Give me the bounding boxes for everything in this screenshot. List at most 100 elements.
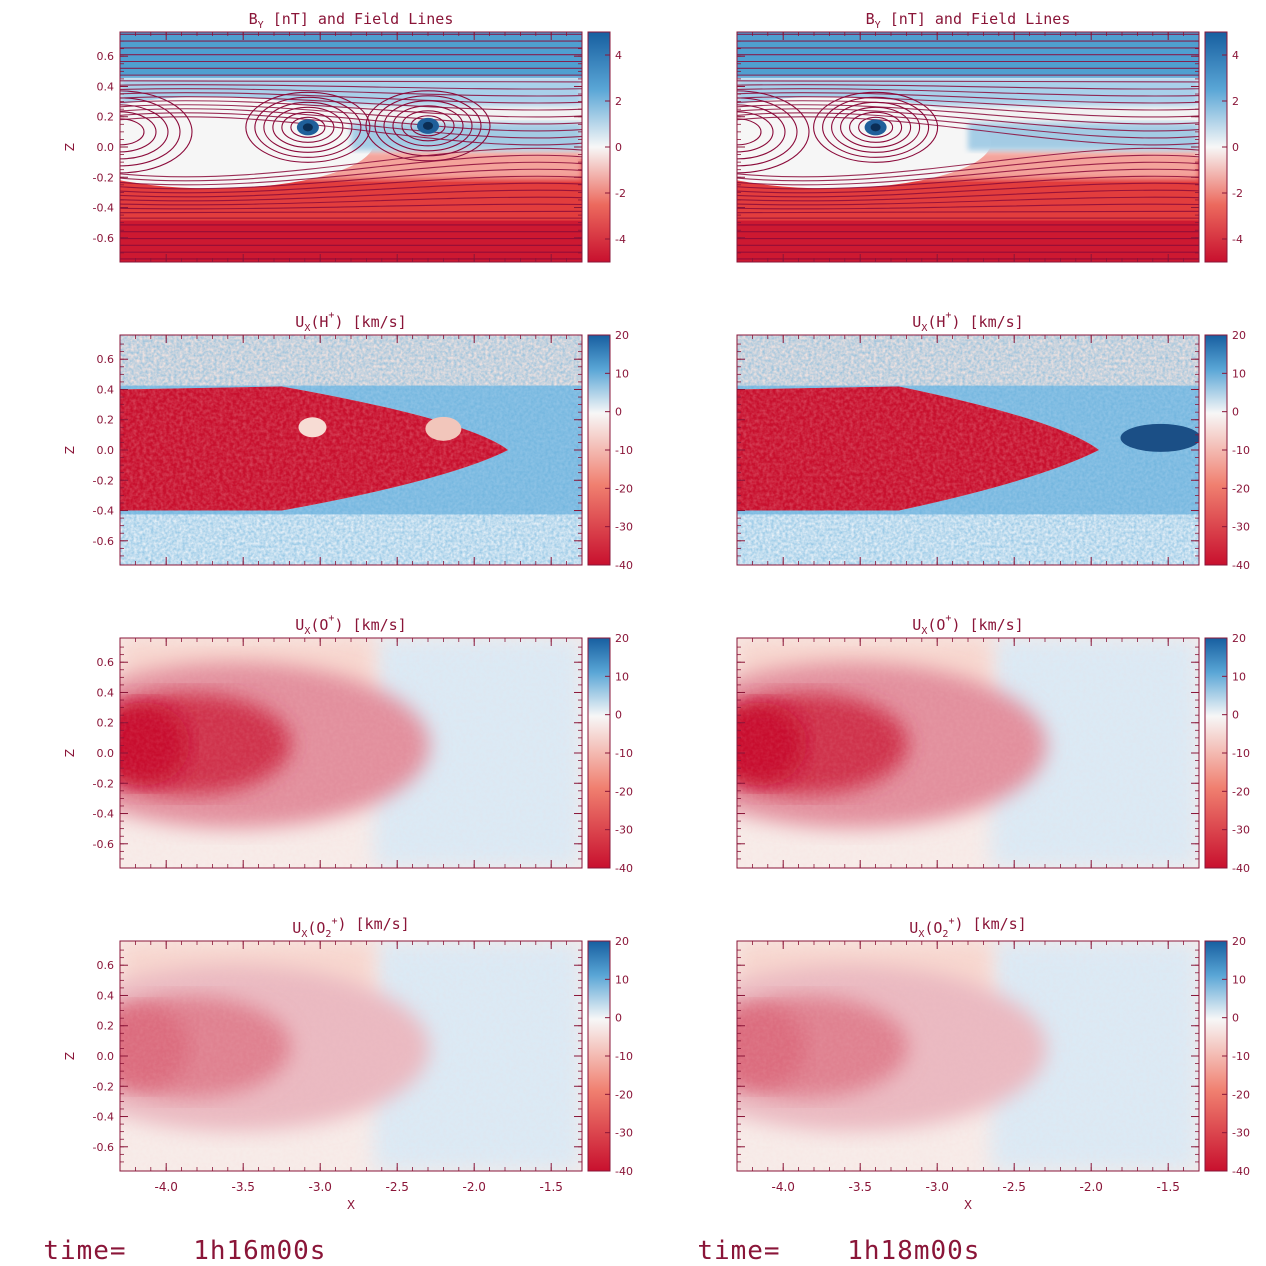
colorbar-tick-label: 20 [1232, 329, 1246, 342]
colorbar-tick-label: 0 [615, 141, 622, 154]
field-line [120, 108, 582, 132]
colorbar-tick-label: 0 [1232, 141, 1239, 154]
field-loop [120, 118, 145, 146]
field-line [120, 210, 582, 214]
y-tick-label: 0.4 [97, 989, 115, 1002]
plasmoid-loop [410, 115, 446, 137]
field-line [120, 196, 582, 206]
field-line [737, 147, 1199, 178]
y-tick-label: -0.6 [93, 1141, 114, 1154]
colorbar-tick-label: -10 [1232, 444, 1250, 457]
field-line [737, 100, 1199, 118]
field-line [120, 168, 582, 190]
y-tick-label: 0.4 [97, 383, 115, 396]
heatmap-field [120, 941, 582, 1171]
colorbar-tick-label: 4 [1232, 49, 1239, 62]
y-tick-label: 0.2 [97, 1020, 115, 1033]
field-line [120, 147, 582, 178]
colorbar-tick-label: -20 [615, 1088, 633, 1101]
panel-2-1: UX(O+) [km/s] 20 10 0 -10 -20 -30 -40 [736, 613, 1250, 875]
colorbar-tick-label: 0 [1232, 1012, 1239, 1025]
colorbar-tick-label: -20 [1232, 1088, 1250, 1101]
x-axis-label: X [347, 1198, 355, 1212]
plasmoid-loop [813, 91, 939, 163]
field-line [737, 88, 1199, 97]
field-line [737, 182, 1199, 198]
panel-title: BY [nT] and Field Lines [866, 10, 1071, 31]
panel-title: UX(O2+) [km/s] [292, 915, 409, 940]
field-line [737, 92, 1199, 104]
field-line [120, 189, 582, 202]
hot-spot [425, 416, 462, 441]
field-line [737, 175, 1199, 194]
x-tick-label: -2.5 [385, 1180, 408, 1194]
field-line [737, 189, 1199, 202]
x-tick-label: -3.0 [308, 1180, 331, 1194]
y-tick-label: -0.2 [93, 474, 114, 487]
plasmoid-loop [263, 101, 353, 153]
field-line [737, 96, 1199, 111]
y-tick-label: -0.2 [93, 777, 114, 790]
field-line [737, 196, 1199, 206]
panel-title: BY [nT] and Field Lines [249, 10, 454, 31]
time-prefix: time= [43, 1236, 127, 1266]
plasmoid-loop [392, 105, 464, 147]
tailward-flow [1120, 423, 1199, 452]
field-line [737, 161, 1199, 186]
y-tick-label: 0.2 [97, 111, 115, 124]
x-tick-label: -1.5 [1156, 1180, 1179, 1194]
panel-title: UX(H+) [km/s] [912, 310, 1023, 334]
heatmap-field [737, 638, 1199, 868]
plasmoid-loop [365, 90, 491, 162]
field-line [737, 112, 1199, 139]
field-line [737, 116, 1199, 146]
y-tick-label: -0.4 [93, 808, 114, 821]
x-tick-label: -2.5 [1002, 1180, 1025, 1194]
x-tick-label: -3.5 [231, 1180, 254, 1194]
heatmap-field [737, 32, 1199, 262]
colorbar-tick-label: -40 [615, 862, 633, 875]
colorbar-tick-label: -30 [615, 521, 633, 534]
figure: BY [nT] and Field Lines -0.6 -0.4 -0.2 0.0 0.… [63, 10, 1250, 1212]
field-line [737, 168, 1199, 190]
y-tick-label: 0.4 [97, 80, 115, 93]
colorbar-tick-label: -10 [615, 1050, 633, 1063]
colorbar-tick-label: -4 [1232, 233, 1243, 246]
y-tick-label: -0.6 [93, 838, 114, 851]
plasmoid-loop [401, 110, 455, 142]
x-tick-label: -3.5 [848, 1180, 871, 1194]
panel-0-0: BY [nT] and Field Lines -0.6 -0.4 -0.2 0.0 0.… [63, 10, 626, 263]
colorbar-tick-label: -20 [615, 785, 633, 798]
y-tick-label: 0.0 [97, 141, 115, 154]
heatmap-field [737, 941, 1199, 1171]
field-line [737, 84, 1199, 90]
panel-1-0: UX(H+) [km/s] -0.6 -0.4 -0.2 0.0 0.2 0.4 0.6 Z 20… [63, 310, 633, 572]
colorbar-tick-label: -40 [1232, 862, 1250, 875]
field-loop [120, 90, 193, 174]
colorbar-tick-label: 0 [615, 709, 622, 722]
heatmap-field [737, 335, 1199, 565]
colorbar-tick-label: 10 [615, 973, 629, 986]
colorbar-tick-label: -30 [1232, 521, 1250, 534]
x-tick-label: -4.0 [771, 1180, 794, 1194]
heatmap-field [120, 638, 582, 868]
colorbar-tick-label: 20 [615, 935, 629, 948]
field-line [120, 84, 582, 90]
colorbar-tick-label: -10 [615, 444, 633, 457]
time-prefix: time= [697, 1236, 781, 1266]
colorbar-tick-label: 2 [1232, 95, 1239, 108]
panel-title: UX(O2+) [km/s] [909, 915, 1026, 940]
panel-3-1: UX(O2+) [km/s] -4.0 -3.5 -3.0 -2.5 -2.0 -1.5 X 2… [736, 915, 1250, 1212]
x-tick-label: -4.0 [154, 1180, 177, 1194]
y-tick-label: -0.6 [93, 232, 114, 245]
colorbar-tick-label: -20 [1232, 482, 1250, 495]
y-tick-label: 0.0 [97, 1050, 115, 1063]
y-tick-label: 0.0 [97, 747, 115, 760]
x-tick-label: -2.0 [462, 1180, 485, 1194]
y-tick-label: -0.6 [93, 535, 114, 548]
colorbar-tick-label: 10 [615, 367, 629, 380]
field-line [120, 203, 582, 210]
field-loop [120, 111, 157, 153]
y-tick-label: 0.6 [97, 656, 115, 669]
colorbar-tick-label: -10 [1232, 1050, 1250, 1063]
